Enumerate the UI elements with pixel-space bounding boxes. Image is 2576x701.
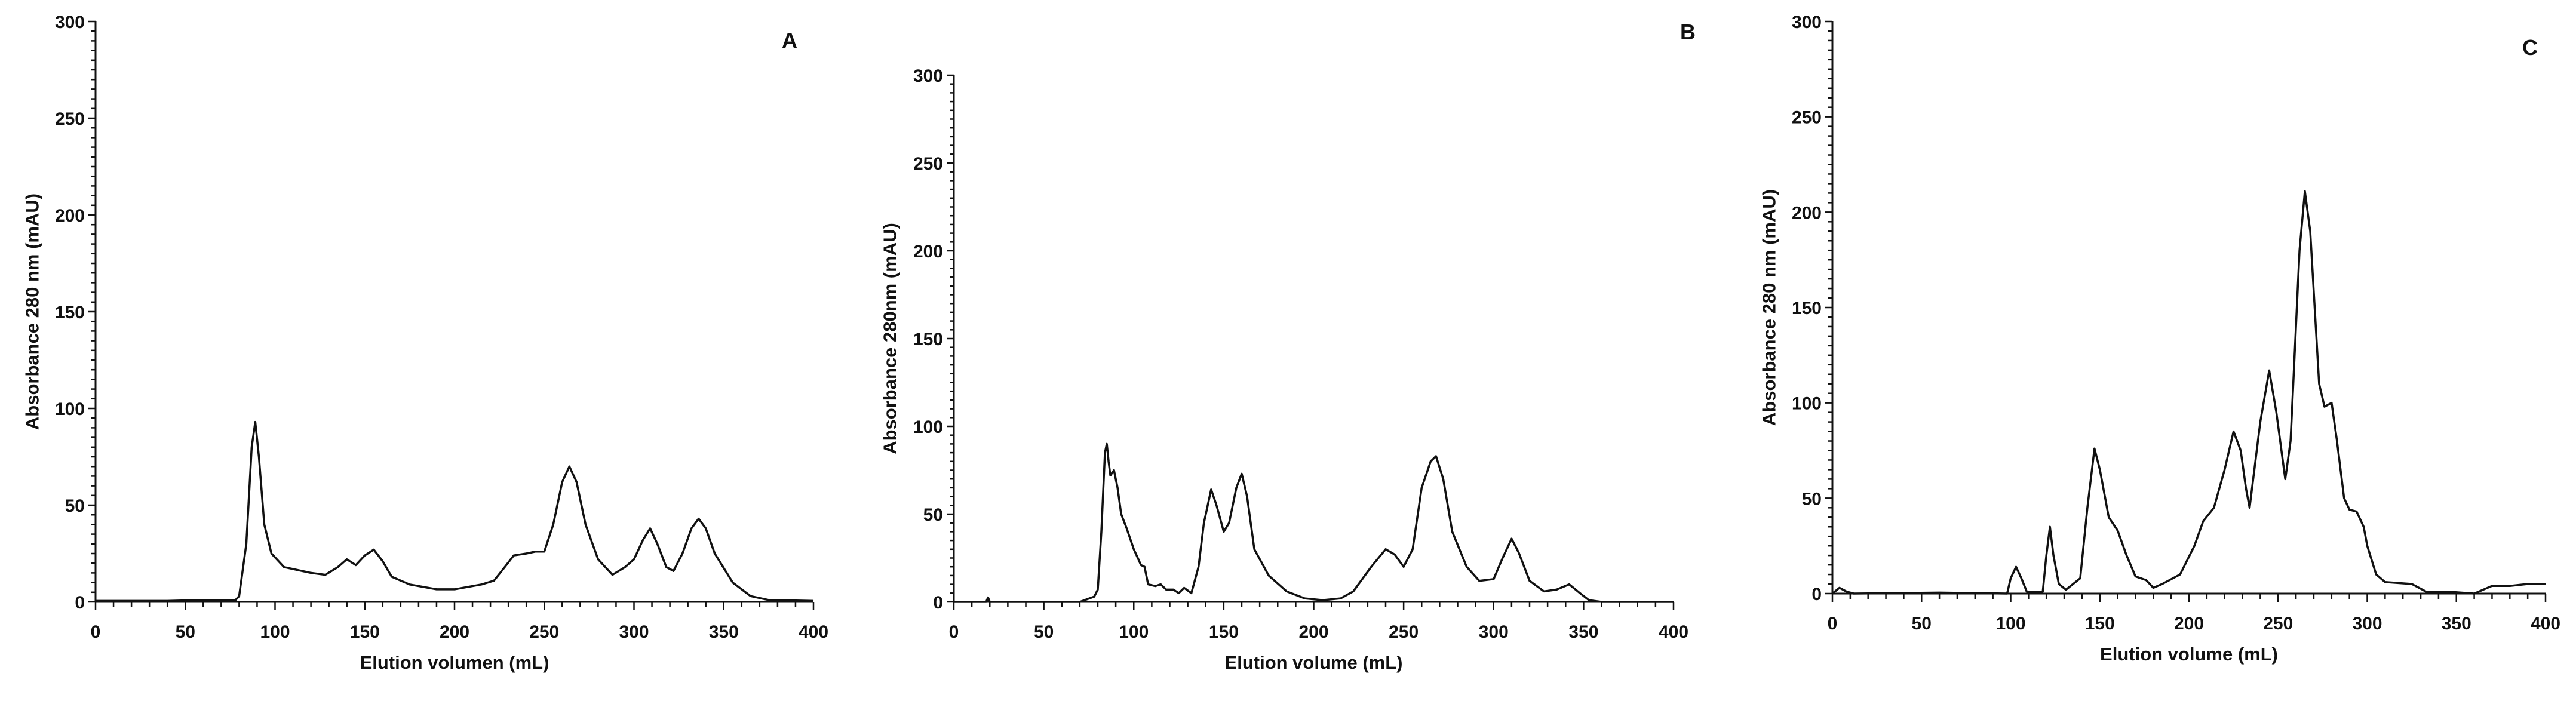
x-tick-label: 200 (1298, 622, 1328, 642)
y-tick-label: 200 (55, 206, 85, 226)
x-axis-title: Elution volumen (mL) (360, 652, 549, 673)
y-tick-label: 0 (1812, 585, 1822, 604)
y-tick-label: 150 (1792, 299, 1822, 318)
absorbance-trace (1831, 190, 2546, 595)
y-tick-label: 50 (1802, 489, 1822, 509)
x-tick-label: 150 (1209, 622, 1239, 642)
x-tick-label: 250 (1389, 622, 1419, 642)
x-tick-label: 300 (2352, 614, 2382, 634)
x-tick-label: 300 (1479, 622, 1509, 642)
x-tick-label: 100 (260, 622, 290, 642)
x-tick-label: 50 (1912, 614, 1932, 634)
y-tick-label: 200 (1792, 203, 1822, 223)
x-tick-label: 100 (1995, 614, 2025, 634)
y-axis-title: Absorbance 280nm (mAU) (879, 223, 900, 454)
panel-label: B (1680, 20, 1696, 44)
x-tick-label: 150 (350, 622, 380, 642)
chart-panel-a: 0 50 100 150 200 250 300 350 400 0 50 100 150 200 250 3… (22, 13, 828, 673)
x-tick-label: 100 (1119, 622, 1149, 642)
y-tick-label: 50 (65, 496, 85, 516)
y-tick-label: 300 (1792, 13, 1822, 32)
x-tick-label: 400 (799, 622, 828, 642)
x-axis-title: Elution volume (mL) (2100, 644, 2278, 665)
x-tick-label: 0 (91, 622, 101, 642)
y-tick-label: 100 (1792, 394, 1822, 414)
chart-panel-c: 0 50 100 150 200 250 300 350 400 0 50 100 150 200 250 3… (1758, 13, 2560, 665)
x-tick-label: 0 (949, 622, 959, 642)
x-axis-title: Elution volume (mL) (1225, 652, 1403, 673)
absorbance-trace (954, 442, 1674, 603)
y-tick-label: 300 (55, 13, 85, 32)
y-axis-title: Absorbance 280 nm (mAU) (1758, 189, 1779, 426)
y-tick-label: 100 (55, 399, 85, 419)
x-tick-label: 200 (2174, 614, 2204, 634)
x-tick-label: 0 (1828, 614, 1838, 634)
y-tick-label: 250 (55, 109, 85, 129)
x-tick-label: 400 (2531, 614, 2560, 634)
x-tick-label: 400 (1659, 622, 1688, 642)
y-tick-label: 100 (913, 417, 943, 437)
y-tick-label: 150 (913, 330, 943, 349)
y-tick-label: 0 (75, 593, 85, 613)
chart-panel-b: 0 50 100 150 200 250 300 350 400 0 50 100 150 200 250 3… (879, 20, 1696, 673)
x-tick-label: 350 (1568, 622, 1598, 642)
y-tick-label: 50 (923, 505, 943, 525)
x-tick-label: 150 (2085, 614, 2115, 634)
y-tick-label: 250 (913, 154, 943, 174)
y-tick-label: 200 (913, 242, 943, 262)
x-tick-label: 250 (529, 622, 559, 642)
absorbance-trace (96, 420, 814, 602)
x-tick-label: 350 (709, 622, 739, 642)
panel-label: A (782, 28, 797, 53)
y-axis-title: Absorbance 280 nm (mAU) (22, 193, 42, 430)
panel-label: C (2522, 35, 2538, 60)
y-tick-label: 300 (913, 66, 943, 86)
x-tick-label: 350 (2442, 614, 2471, 634)
x-tick-label: 250 (2263, 614, 2293, 634)
x-tick-label: 50 (176, 622, 195, 642)
x-tick-label: 200 (440, 622, 469, 642)
y-tick-label: 150 (55, 303, 85, 322)
x-tick-label: 300 (619, 622, 649, 642)
x-tick-label: 50 (1034, 622, 1054, 642)
y-tick-label: 0 (933, 593, 943, 613)
y-tick-label: 250 (1792, 108, 1822, 128)
